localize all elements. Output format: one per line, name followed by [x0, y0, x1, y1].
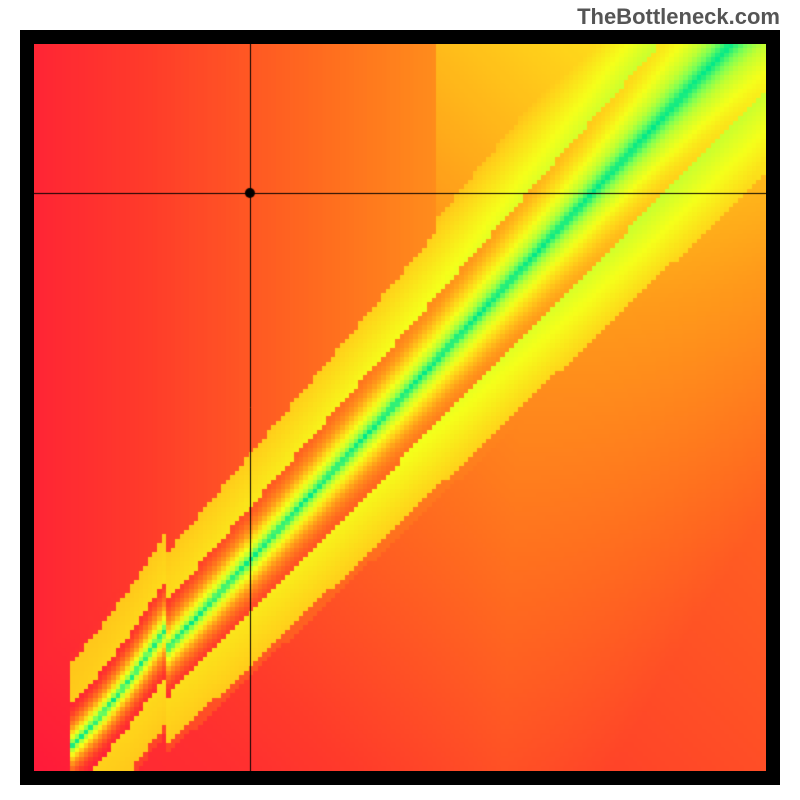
chart-frame [20, 30, 780, 785]
watermark-text: TheBottleneck.com [577, 4, 780, 30]
root-container: TheBottleneck.com [0, 0, 800, 800]
crosshair-overlay [34, 44, 766, 771]
